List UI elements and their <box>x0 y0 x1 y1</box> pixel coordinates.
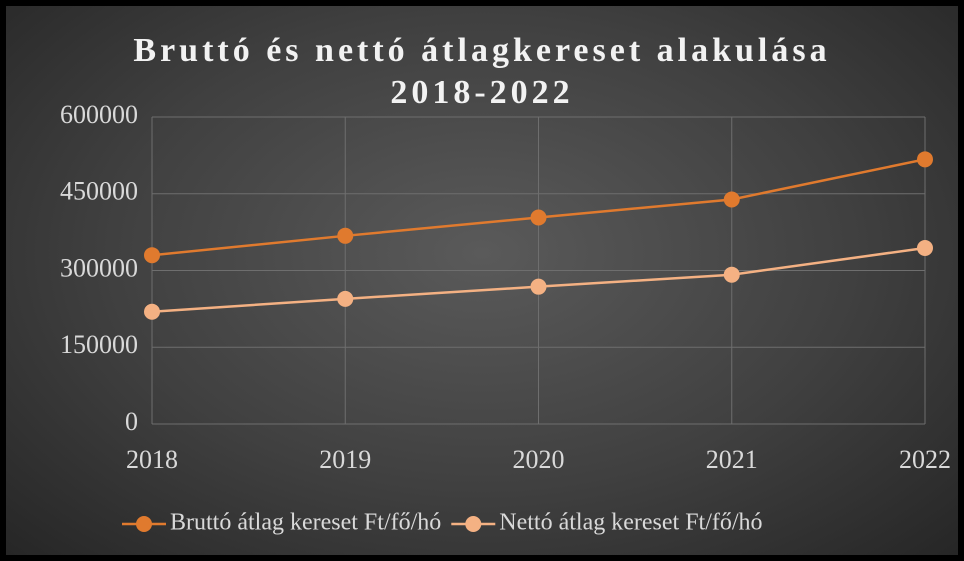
x-tick-label: 2018 <box>126 445 178 474</box>
chart-background <box>6 6 958 555</box>
data-point <box>337 227 354 244</box>
data-point <box>723 191 740 208</box>
legend-marker <box>465 516 482 532</box>
data-point <box>144 247 160 264</box>
legend-marker <box>136 516 152 532</box>
x-tick-label: 2021 <box>706 445 758 474</box>
legend-label: Nettó átlag kereset Ft/fő/hó <box>499 510 762 536</box>
y-tick-label: 600000 <box>60 100 138 129</box>
x-tick-label: 2019 <box>319 445 371 474</box>
data-point <box>917 151 933 168</box>
data-point <box>337 290 354 307</box>
data-point <box>144 303 160 320</box>
data-point <box>530 278 547 295</box>
y-tick-label: 300000 <box>60 253 138 282</box>
x-tick-label: 2020 <box>513 445 565 474</box>
y-tick-label: 0 <box>125 407 138 436</box>
chart-title: Bruttó és nettó átlagkereset alakulása 2… <box>133 32 831 111</box>
x-tick-label: 2022 <box>899 445 951 474</box>
data-point <box>530 209 547 226</box>
y-tick-label: 450000 <box>60 177 138 206</box>
data-point <box>723 266 740 283</box>
y-tick-label: 150000 <box>60 330 138 359</box>
legend-label: Bruttó átlag kereset Ft/fő/hó <box>170 510 441 536</box>
data-point <box>917 239 933 256</box>
